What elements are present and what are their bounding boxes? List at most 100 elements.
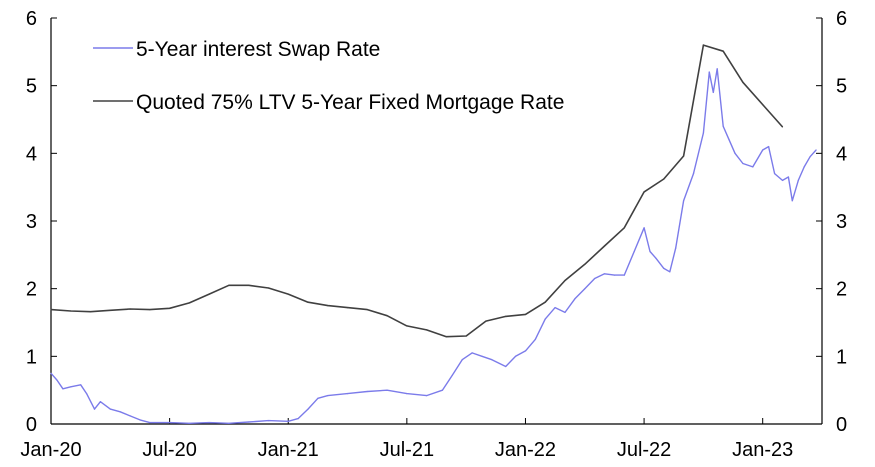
swap-rate-point	[669, 271, 671, 273]
y-tick-label-right: 1	[836, 346, 847, 368]
x-tick-label: Jan-21	[258, 439, 319, 461]
swap-rate-point	[327, 395, 329, 397]
mortgage-rate-point	[228, 284, 230, 286]
mortgage-rate-point	[702, 44, 705, 46]
swap-rate-point	[742, 162, 744, 165]
mortgage-rate-point	[89, 311, 92, 313]
swap-rate-point	[655, 257, 657, 259]
swap-rate-point	[169, 422, 171, 424]
swap-rate-point	[781, 179, 784, 181]
mortgage-rate-point	[722, 50, 724, 52]
mortgage-rate-point	[109, 309, 111, 311]
swap-rate-point	[50, 372, 52, 374]
mortgage-rate-point	[505, 315, 507, 317]
y-tick-label-right: 2	[836, 279, 847, 301]
swap-rate-point	[228, 422, 230, 424]
mortgage-rate-point	[683, 155, 685, 157]
swap-rate-point	[307, 408, 309, 410]
y-tick-label-left: 4	[26, 143, 37, 165]
mortgage-rate-point	[603, 245, 606, 247]
swap-rate-point	[613, 274, 616, 276]
swap-rate-point	[297, 418, 299, 420]
x-tick-label: Jul-21	[380, 439, 434, 461]
mortgage-rate-point	[762, 104, 764, 106]
swap-rate-point	[752, 166, 754, 168]
swap-rate-point	[149, 422, 151, 424]
swap-rate-point	[815, 149, 817, 151]
swap-rate-point	[797, 179, 799, 181]
swap-rate-point	[675, 247, 677, 249]
x-tick-label: Jul-20	[142, 439, 196, 461]
y-ticks: 0 0 1 1 2 2 3 3 4 4 5 5 6 6	[26, 8, 847, 436]
mortgage-rate-point	[426, 329, 428, 331]
swap-rate-point	[386, 389, 388, 391]
mortgage-rate-point	[188, 302, 190, 304]
mortgage-rate-point	[564, 279, 566, 282]
swap-rate-point	[267, 420, 270, 422]
mortgage-rate-point	[623, 227, 625, 229]
mortgage-rate-point	[208, 293, 210, 295]
mortgage-rate-line	[50, 44, 784, 338]
mortgage-rate-point	[50, 309, 52, 311]
swap-rate-point	[505, 365, 507, 368]
swap-rate-point	[139, 419, 141, 421]
swap-rate-point	[366, 390, 368, 393]
swap-rate-point	[524, 350, 527, 352]
swap-rate-point	[208, 422, 210, 424]
swap-rate-point	[683, 200, 685, 202]
mortgage-rate-point	[485, 320, 487, 322]
mortgage-rate-point	[307, 301, 309, 303]
x-tick-label: Jul-22	[617, 439, 671, 461]
swap-rate-point	[716, 68, 718, 70]
legend-label-swap: 5-Year interest Swap Rate	[136, 38, 380, 61]
x-tick-label: Jan-23	[732, 439, 793, 461]
axes	[50, 18, 823, 425]
swap-rate-point	[93, 408, 96, 410]
mortgage-rate-point	[643, 191, 645, 193]
swap-rate-point	[119, 411, 121, 413]
swap-rate-point	[762, 149, 764, 151]
y-tick-label-left: 3	[26, 211, 37, 233]
mortgage-rate-point	[406, 325, 408, 327]
swap-rate-point	[649, 250, 651, 253]
mortgage-rate-point	[248, 284, 250, 286]
swap-rate-point	[129, 415, 131, 417]
swap-rate-point	[515, 355, 517, 357]
series-group	[50, 44, 817, 424]
swap-rate-point	[287, 420, 289, 422]
swap-rate-point	[461, 359, 463, 361]
mortgage-rate-point	[524, 313, 527, 315]
swap-rate-point	[426, 395, 428, 397]
swap-rate-point	[99, 401, 101, 403]
swap-rate-line	[50, 68, 817, 424]
swap-rate-point	[791, 200, 793, 202]
swap-rate-point	[574, 298, 576, 300]
swap-rate-point	[544, 318, 546, 320]
swap-rate-point	[594, 277, 596, 280]
mortgage-rate-point	[781, 126, 784, 128]
swap-rate-point	[663, 267, 665, 269]
mortgage-rate-point	[327, 305, 329, 307]
swap-rate-point	[708, 71, 710, 73]
swap-rate-point	[768, 146, 770, 148]
swap-rate-point	[80, 384, 82, 386]
mortgage-rate-point	[169, 307, 171, 309]
x-tick-label: Jan-20	[20, 439, 81, 461]
swap-rate-point	[346, 393, 349, 395]
x-tick-label: Jan-22	[495, 439, 556, 461]
mortgage-rate-point	[287, 293, 289, 295]
swap-rate-point	[809, 156, 811, 158]
mortgage-rate-point	[366, 309, 368, 311]
mortgage-rate-point	[129, 308, 131, 310]
y-tick-label-left: 1	[26, 346, 37, 368]
swap-rate-point	[603, 273, 606, 275]
y-tick-label-right: 4	[836, 143, 847, 165]
swap-rate-point	[702, 132, 705, 134]
swap-rate-point	[722, 125, 724, 127]
swap-rate-point	[70, 386, 72, 388]
mortgage-rate-point	[70, 310, 72, 312]
swap-rate-point	[471, 352, 473, 354]
y-tick-label-left: 0	[26, 414, 37, 436]
mortgage-rate-point	[445, 336, 447, 338]
